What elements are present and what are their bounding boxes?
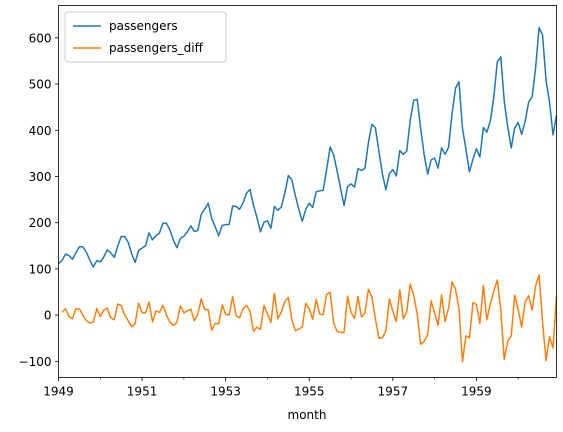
x-tick-label: 1957 bbox=[378, 385, 409, 399]
plot-area-frame bbox=[58, 5, 557, 378]
x-axis-label: month bbox=[288, 408, 327, 422]
series-line-passengers bbox=[58, 26, 558, 268]
series-layer bbox=[58, 26, 558, 363]
y-tick-label: 600 bbox=[29, 31, 52, 45]
y-tick-label: 200 bbox=[29, 216, 52, 230]
y-tick-label: 300 bbox=[29, 170, 52, 184]
legend: passengers passengers_diff bbox=[64, 11, 227, 63]
x-tick-label: 1949 bbox=[43, 385, 74, 399]
x-tick-label: 1953 bbox=[210, 385, 241, 399]
legend-label-passengers: passengers bbox=[109, 19, 178, 33]
legend-box bbox=[64, 11, 227, 63]
x-tick-label: 1951 bbox=[127, 385, 158, 399]
y-tick-label: −100 bbox=[19, 355, 52, 369]
x-tick-label: 1959 bbox=[461, 385, 492, 399]
axis-ticks: −100 0 100 200 300 400 500 600 1949 1951 1953 1955 1… bbox=[19, 31, 519, 399]
legend-label-passengers-diff: passengers_diff bbox=[109, 41, 204, 55]
y-tick-label: 400 bbox=[29, 124, 52, 138]
y-tick-label: 0 bbox=[44, 309, 52, 323]
y-tick-label: 100 bbox=[29, 262, 52, 276]
x-tick-label: 1955 bbox=[294, 385, 325, 399]
y-tick-label: 500 bbox=[29, 78, 52, 92]
series-line-passengers-diff bbox=[61, 274, 558, 363]
